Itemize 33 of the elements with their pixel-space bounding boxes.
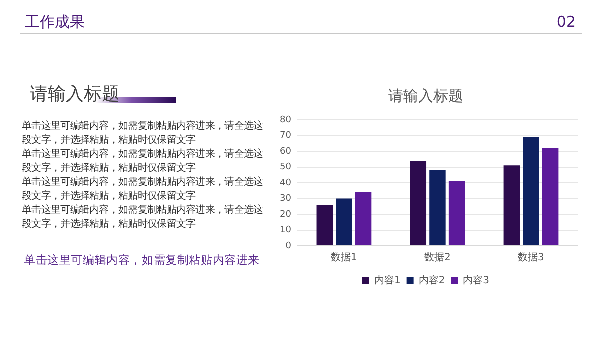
bar (355, 192, 372, 246)
legend-label: 内容3 (463, 274, 490, 287)
text: 单击这里可编辑内容，如需复制粘贴内容进来，请全选这段文字，并选择粘贴，粘贴时仅保留文字 (22, 176, 264, 204)
y-tick-label: 10 (280, 226, 292, 236)
y-tick-label: 60 (280, 146, 292, 157)
y-tick-label: 70 (280, 131, 292, 142)
y-tick-label: 40 (280, 178, 292, 188)
text: 单击这里可编辑内容，如需复制粘贴内容进来 (24, 253, 260, 268)
bar (430, 170, 446, 246)
bar (448, 181, 466, 246)
bar (504, 166, 520, 246)
bar (542, 148, 559, 246)
legend-label: 内容1 (374, 274, 401, 287)
text: 请输入标题 (30, 84, 120, 106)
bar (410, 160, 427, 246)
x-tick-label: 数据1 (331, 252, 358, 264)
y-tick-label: 50 (280, 162, 292, 173)
y-tick-label: 0 (286, 241, 292, 252)
legend-label: 内容2 (418, 274, 446, 287)
text: 工作成果 (25, 13, 85, 31)
text: 单击这里可编辑内容，如需复制粘贴内容进来，请全选这段文字，并选择粘贴，粘贴时仅保留文字 (22, 120, 264, 148)
chart-title: 请输入标题 (388, 86, 464, 105)
text: 02 (556, 13, 576, 31)
y-tick-label: 80 (280, 115, 292, 126)
bar (316, 205, 333, 246)
text: 单击这里可编辑内容，如需复制粘贴内容进来，请全选这段文字，并选择粘贴，粘贴时仅保留文字 (22, 204, 264, 232)
x-tick-label: 数据2 (424, 252, 451, 264)
text: 单击这里可编辑内容，如需复制粘贴内容进来，请全选这段文字，并选择粘贴，粘贴时仅保留文字 (22, 148, 264, 176)
y-tick-label: 20 (280, 210, 292, 220)
bar (336, 198, 352, 246)
y-tick-label: 30 (280, 194, 292, 204)
bar (523, 137, 540, 246)
x-tick-label: 数据3 (518, 252, 544, 264)
